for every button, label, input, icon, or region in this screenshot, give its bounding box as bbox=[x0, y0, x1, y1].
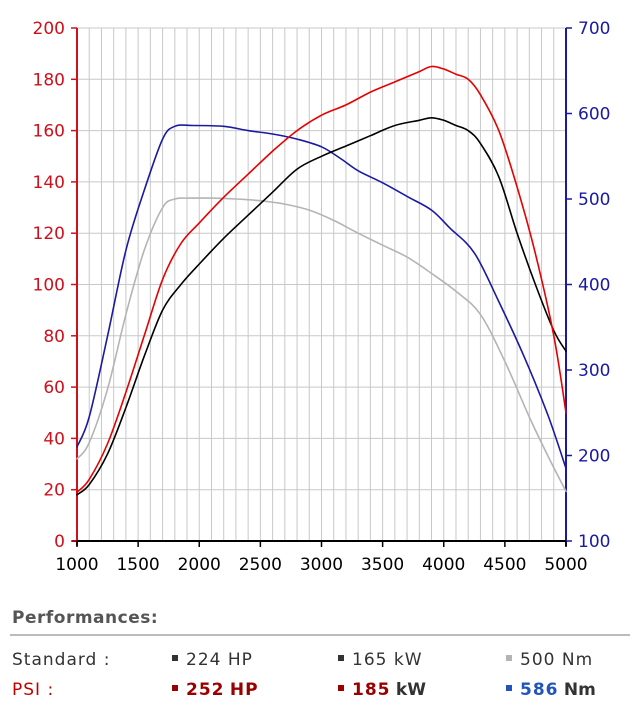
psi-hp-unit: HP bbox=[229, 680, 259, 700]
tick-label-left: 100 bbox=[33, 276, 65, 296]
series-line-standard-nm bbox=[76, 197, 567, 493]
performances-title: Performances: bbox=[12, 608, 159, 628]
standard-kw: 165 kW bbox=[338, 650, 423, 670]
psi-nm-unit: Nm bbox=[563, 680, 596, 700]
square-icon bbox=[506, 685, 512, 691]
square-icon bbox=[172, 655, 178, 661]
tick-label-x: 4500 bbox=[483, 555, 526, 575]
tick-label-x: 3500 bbox=[361, 555, 404, 575]
psi-kw-value: 185 bbox=[352, 680, 391, 700]
psi-nm-value: 586 bbox=[520, 680, 559, 700]
tick-label-left: 20 bbox=[43, 481, 65, 501]
chart-grid bbox=[76, 27, 567, 542]
tick-label-x: 4000 bbox=[422, 555, 465, 575]
tick-label-right: 600 bbox=[578, 105, 610, 125]
tick-label-left: 80 bbox=[43, 327, 65, 347]
tick-label-left: 120 bbox=[33, 224, 65, 244]
standard-row: Standard : 224 HP 165 kW 500 Nm bbox=[0, 650, 640, 674]
tick-label-x: 1000 bbox=[55, 555, 98, 575]
psi-label: PSI : bbox=[12, 680, 55, 700]
chart-ticks: 0 20 40 60 80 100 120 140 160 180 200 100 200 300 400 5… bbox=[33, 19, 611, 575]
tick-label-left: 180 bbox=[33, 70, 65, 90]
standard-label: Standard : bbox=[12, 650, 111, 670]
divider bbox=[10, 634, 630, 636]
tick-label-x: 1500 bbox=[116, 555, 159, 575]
tick-label-right: 500 bbox=[578, 190, 610, 210]
tick-label-right: 300 bbox=[578, 361, 610, 381]
standard-nm: 500 Nm bbox=[506, 650, 593, 670]
psi-nm: 586 Nm bbox=[506, 680, 596, 700]
square-icon bbox=[338, 685, 344, 691]
tick-label-left: 0 bbox=[54, 532, 65, 552]
standard-nm-value: 500 Nm bbox=[520, 650, 594, 670]
square-icon bbox=[172, 685, 178, 691]
tick-label-x: 3000 bbox=[300, 555, 343, 575]
tick-label-right: 700 bbox=[578, 19, 610, 39]
psi-row: PSI : 252 HP 185 kW 586 Nm bbox=[0, 680, 640, 704]
series-line-psi-kw bbox=[76, 117, 567, 496]
psi-hp: 252 HP bbox=[172, 680, 259, 700]
tick-label-left: 200 bbox=[33, 19, 65, 39]
dyno-chart: 0 20 40 60 80 100 120 140 160 180 200 100 200 300 400 5… bbox=[33, 19, 611, 575]
standard-hp-value: 224 HP bbox=[186, 650, 253, 670]
series-line-psi-nm bbox=[76, 124, 567, 470]
square-icon bbox=[338, 655, 344, 661]
tick-label-x: 2000 bbox=[178, 555, 221, 575]
tick-label-right: 100 bbox=[578, 532, 610, 552]
tick-label-x: 5000 bbox=[544, 555, 587, 575]
psi-kw-unit: kW bbox=[395, 680, 426, 700]
psi-hp-value: 252 bbox=[186, 680, 225, 700]
chart-lines bbox=[76, 65, 567, 496]
tick-label-left: 140 bbox=[33, 173, 65, 193]
psi-kw: 185 kW bbox=[338, 680, 426, 700]
tick-label-x: 2500 bbox=[239, 555, 282, 575]
standard-hp: 224 HP bbox=[172, 650, 253, 670]
tick-label-right: 200 bbox=[578, 447, 610, 467]
tick-label-right: 400 bbox=[578, 276, 610, 296]
tick-label-left: 160 bbox=[33, 122, 65, 142]
series-line-psi-hp bbox=[76, 65, 567, 494]
standard-kw-value: 165 kW bbox=[352, 650, 423, 670]
tick-label-left: 60 bbox=[43, 378, 65, 398]
tick-label-left: 40 bbox=[43, 429, 65, 449]
square-icon bbox=[506, 655, 512, 661]
